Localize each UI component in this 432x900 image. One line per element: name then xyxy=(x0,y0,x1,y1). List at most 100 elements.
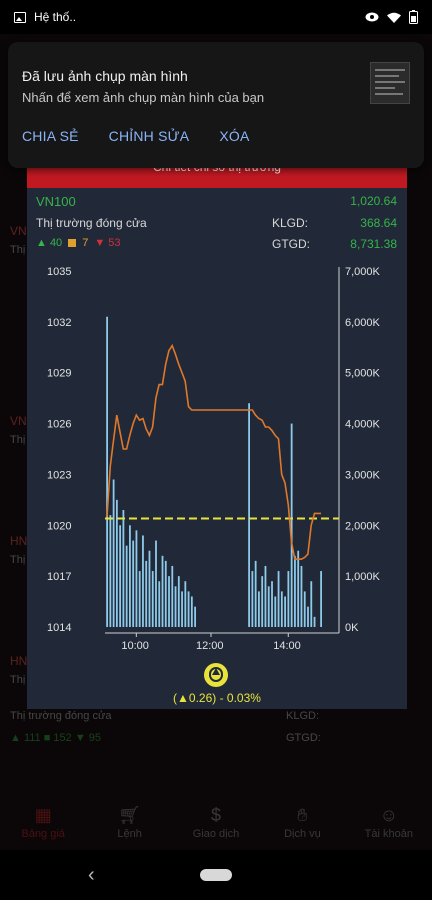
bg-footer-label: Thị trường đóng cửa xyxy=(10,710,112,722)
volume-bar xyxy=(187,591,190,627)
index-value: 1,020.64 xyxy=(350,194,397,208)
volume-bar xyxy=(261,576,264,627)
gtgd-label: GTGD: xyxy=(272,237,310,251)
right-axis-tick-label: 5,000K xyxy=(345,368,381,380)
price-line-series xyxy=(106,343,321,560)
volume-bar xyxy=(248,403,250,627)
volume-bar xyxy=(277,571,280,627)
edit-button[interactable]: CHỈNH SỬA xyxy=(108,128,190,144)
delete-button[interactable]: XÓA xyxy=(219,128,250,144)
right-axis-tick-label: 0K xyxy=(345,622,359,634)
nav-item-trade[interactable]: $ Giao dịch xyxy=(173,796,259,850)
volume-bar xyxy=(310,581,313,627)
left-axis-tick-label: 1014 xyxy=(47,622,71,634)
volume-bar xyxy=(119,525,122,627)
volume-bar xyxy=(174,586,177,627)
battery-icon xyxy=(409,10,418,24)
volume-bar xyxy=(290,423,293,627)
notification-title: Đã lưu ảnh chụp màn hình xyxy=(22,68,188,84)
unchanged-square-icon xyxy=(68,239,77,247)
volume-bar xyxy=(320,571,322,627)
home-pill[interactable] xyxy=(200,869,232,881)
volume-bar xyxy=(177,576,180,627)
x-axis-tick-label: 14:00 xyxy=(273,640,301,652)
intraday-chart: 1035 1032 1029 1026 1023 1020 1017 1014 7,000K 6,… xyxy=(47,266,381,652)
notification-actions: CHIA SẺ CHỈNH SỬA XÓA xyxy=(22,128,249,144)
nav-label-trade: Giao dịch xyxy=(192,828,240,840)
account-icon: ☺ xyxy=(379,805,399,825)
volume-bar xyxy=(287,571,290,627)
volume-bar xyxy=(168,576,170,627)
right-axis-tick-label: 6,000K xyxy=(345,317,381,329)
volume-bar xyxy=(106,316,108,627)
volume-bar xyxy=(184,581,187,627)
notification-subtitle: Nhấn để xem ảnh chụp màn hình của bạn xyxy=(22,90,265,105)
status-bar: Hệ thố.. xyxy=(0,0,432,34)
klgd-value: 368.64 xyxy=(360,216,397,230)
left-axis-tick-label: 1029 xyxy=(47,368,71,380)
volume-bar xyxy=(271,581,273,627)
nav-label-market: Bảng giá xyxy=(21,828,65,840)
volume-bar xyxy=(148,550,151,627)
share-button[interactable]: CHIA SẺ xyxy=(22,128,79,144)
volume-bar xyxy=(135,530,138,627)
nav-label-order: Lệnh xyxy=(117,828,142,840)
left-axis-tick-label: 1023 xyxy=(47,469,71,481)
up-arrow-icon xyxy=(204,663,228,687)
klgd-label: KLGD: xyxy=(272,216,309,230)
volume-bar xyxy=(109,515,112,627)
back-icon[interactable]: ‹ xyxy=(88,864,95,886)
screenshot-notification[interactable]: Đã lưu ảnh chụp màn hình Nhấn để xem ảnh… xyxy=(8,42,424,168)
volume-bar xyxy=(194,606,196,627)
right-axis-tick-label: 4,000K xyxy=(345,419,381,431)
volume-bar xyxy=(112,479,115,627)
volume-bar xyxy=(129,525,131,627)
nav-item-market[interactable]: ▦ Bảng giá xyxy=(0,796,86,850)
volume-bar xyxy=(264,565,267,627)
system-navigation-bar: ‹ xyxy=(0,850,432,900)
volume-bar xyxy=(155,540,157,627)
volume-bar xyxy=(258,591,260,627)
volume-bar xyxy=(151,571,154,627)
eye-icon xyxy=(365,12,379,22)
bottom-navigation: ▦ Bảng giá 🛒︎ Lệnh $ Giao dịch ✋︎ Dịch v… xyxy=(0,796,432,850)
volume-bar xyxy=(254,560,257,627)
nav-item-order[interactable]: 🛒︎ Lệnh xyxy=(86,796,172,850)
status-app-label: Hệ thố.. xyxy=(34,10,77,24)
volume-bar xyxy=(138,571,141,627)
declines-count: ▼ 53 xyxy=(94,237,121,249)
volume-bar xyxy=(284,596,286,627)
right-axis-tick-label: 7,000K xyxy=(345,266,381,278)
wifi-icon xyxy=(387,12,401,23)
volume-bar xyxy=(313,616,316,627)
left-axis-tick-label: 1017 xyxy=(47,571,71,583)
nav-label-service: Dịch vụ xyxy=(284,828,321,840)
nav-item-service[interactable]: ✋︎ Dịch vụ xyxy=(259,796,345,850)
volume-bar xyxy=(297,550,300,627)
volume-bar xyxy=(132,540,135,627)
volume-bar xyxy=(300,565,303,627)
unchanged-count: 7 xyxy=(82,237,89,249)
left-axis-tick-label: 1026 xyxy=(47,419,71,431)
volume-bar xyxy=(190,596,193,627)
screenshot-thumbnail[interactable] xyxy=(370,62,410,104)
advances-count: ▲ 40 xyxy=(36,237,63,249)
bg-footer-klgd: KLGD: xyxy=(286,710,320,722)
volume-bar xyxy=(164,560,167,627)
volume-bar xyxy=(145,560,148,627)
nav-item-account[interactable]: ☺ Tài khoản xyxy=(346,796,432,850)
volume-bar xyxy=(171,565,174,627)
volume-bar xyxy=(307,606,309,627)
right-axis-tick-label: 1,000K xyxy=(345,571,381,583)
index-change: (▲0.26) - 0.03% xyxy=(173,691,261,705)
volume-bar xyxy=(181,591,183,627)
volume-bar xyxy=(158,581,161,627)
right-axis-tick-label: 3,000K xyxy=(345,469,381,481)
volume-bar xyxy=(125,545,128,627)
volume-bar xyxy=(122,510,125,627)
volume-bar xyxy=(267,586,270,627)
volume-bar xyxy=(274,596,277,627)
bg-footer-gtgd: GTGD: xyxy=(286,732,321,744)
gtgd-value: 8,731.38 xyxy=(350,237,397,251)
x-axis-tick-label: 10:00 xyxy=(121,640,149,652)
